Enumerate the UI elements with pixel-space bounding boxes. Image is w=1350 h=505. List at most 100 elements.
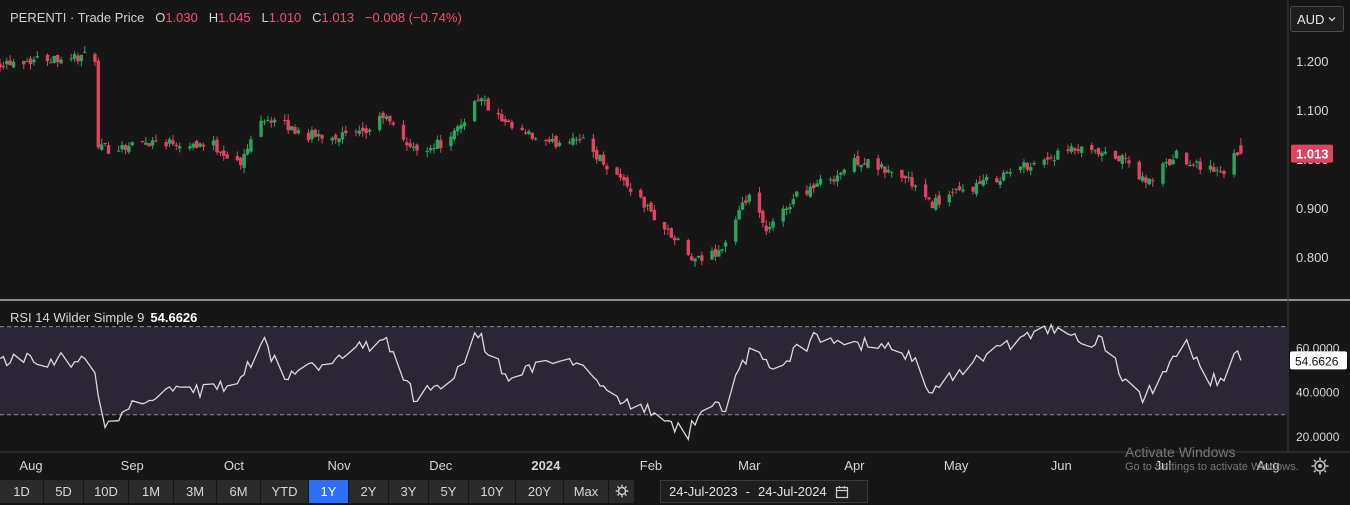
rsi-label: RSI 14 Wilder Simple 9 — [10, 310, 145, 325]
candle — [510, 119, 514, 131]
range-button-5y[interactable]: 5Y — [429, 480, 469, 503]
candle — [1232, 148, 1236, 178]
candle — [984, 174, 989, 185]
range-button-10y[interactable]: 10Y — [469, 480, 516, 503]
candle — [890, 171, 894, 178]
time-tick-label: Jun — [1051, 458, 1072, 473]
date-from[interactable]: 24-Jul-2023 — [669, 484, 738, 499]
price-chart[interactable]: 1.2001.1001.0000.9000.8001.01360.000040.… — [0, 0, 1350, 480]
rsi-value: 54.6626 — [150, 310, 198, 325]
candle — [462, 118, 467, 131]
candle — [506, 119, 511, 123]
candle — [998, 177, 1002, 189]
candle — [886, 165, 891, 174]
candle — [147, 142, 151, 147]
currency-select[interactable]: AUD — [1290, 6, 1344, 32]
candle — [472, 100, 477, 122]
candle — [523, 129, 528, 135]
candle — [32, 56, 36, 66]
candle — [1222, 169, 1226, 179]
range-button-6m[interactable]: 6M — [217, 480, 261, 503]
candle — [662, 221, 667, 235]
candle — [673, 235, 677, 245]
range-button-1m[interactable]: 1M — [129, 480, 174, 503]
date-to[interactable]: 24-Jul-2024 — [758, 484, 827, 499]
candle — [1127, 156, 1131, 168]
candle — [601, 151, 606, 167]
candle — [764, 219, 768, 236]
candle — [1018, 166, 1023, 173]
chart-settings-button[interactable] — [609, 480, 635, 503]
candle — [1239, 137, 1243, 156]
candle — [313, 128, 318, 138]
calendar-icon[interactable] — [835, 485, 849, 499]
candle — [744, 195, 748, 206]
candle — [452, 127, 457, 142]
candle — [723, 239, 728, 253]
range-button-1d[interactable]: 1D — [0, 480, 44, 503]
time-tick-label: Oct — [224, 458, 245, 473]
candle — [1218, 166, 1223, 173]
candle — [1174, 149, 1179, 159]
candle — [266, 115, 270, 122]
candle — [605, 163, 609, 175]
time-tick-label: Sep — [121, 458, 144, 473]
candle — [103, 142, 107, 147]
candle — [1001, 170, 1006, 182]
range-button-1y[interactable]: 1Y — [309, 480, 349, 503]
candle — [791, 194, 796, 207]
axis-settings-icon[interactable] — [1310, 456, 1330, 476]
candle — [900, 169, 904, 182]
candle — [652, 205, 657, 221]
candle — [1147, 178, 1152, 186]
candle — [354, 129, 358, 137]
range-button-ytd[interactable]: YTD — [261, 480, 309, 503]
candle — [839, 171, 843, 180]
candle — [1188, 160, 1192, 167]
candle — [913, 184, 918, 192]
candle — [1079, 146, 1084, 158]
rsi-tick-label: 20.0000 — [1296, 430, 1340, 444]
candle — [496, 108, 501, 120]
candle — [1032, 160, 1036, 166]
candle — [310, 126, 314, 143]
candle — [45, 53, 50, 66]
candle — [211, 136, 216, 151]
range-button-10d[interactable]: 10D — [84, 480, 129, 503]
candle — [76, 52, 80, 65]
candle — [686, 238, 690, 257]
candle — [69, 53, 73, 62]
watermark-line1: Activate Windows — [1125, 444, 1236, 460]
range-button-3y[interactable]: 3Y — [389, 480, 429, 503]
candle — [567, 139, 572, 145]
time-tick-label: May — [944, 458, 969, 473]
candle — [639, 188, 643, 199]
candle — [306, 129, 311, 143]
candle — [1008, 168, 1013, 177]
candle — [557, 140, 562, 148]
open-key: O — [155, 10, 166, 25]
range-button-3m[interactable]: 3M — [174, 480, 217, 503]
candle — [937, 191, 941, 208]
candle — [1151, 177, 1155, 187]
candle — [574, 136, 579, 145]
candle — [1184, 151, 1189, 166]
date-range-picker[interactable]: 24-Jul-2023 - 24-Jul-2024 — [660, 480, 868, 503]
candle — [174, 142, 179, 151]
candle — [645, 203, 650, 211]
candle — [808, 182, 813, 198]
candle — [1029, 162, 1033, 176]
candle — [198, 142, 202, 148]
range-button-5d[interactable]: 5D — [44, 480, 84, 503]
candle — [388, 115, 392, 126]
range-button-2y[interactable]: 2Y — [349, 480, 389, 503]
last-price-label: 1.013 — [1296, 147, 1329, 162]
candle — [971, 186, 975, 195]
range-button-max[interactable]: Max — [564, 480, 609, 503]
candle — [296, 127, 301, 135]
candle — [1208, 159, 1213, 173]
candle — [167, 136, 172, 148]
candle — [272, 117, 277, 127]
range-button-20y[interactable]: 20Y — [516, 480, 564, 503]
range-button-group: 1D 5D 10D 1M 3M 6M YTD 1Y 2Y 3Y 5Y 10Y 20Y Max — [0, 480, 609, 503]
